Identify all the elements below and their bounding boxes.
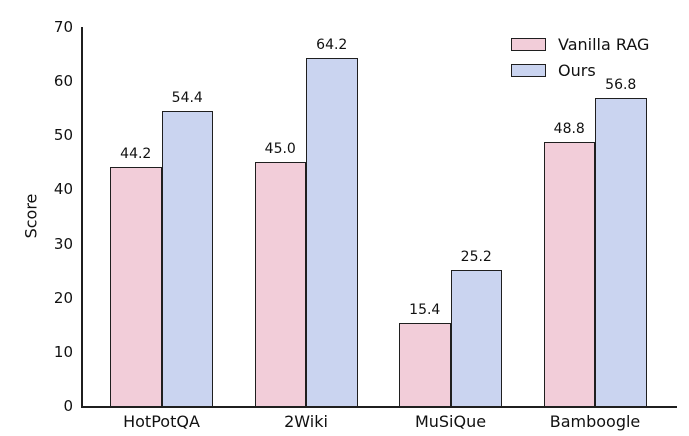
legend-swatch-ours: [511, 63, 546, 77]
legend-label-vanilla-rag: Vanilla RAG: [558, 34, 650, 54]
value-label-ours-musique: 25.2: [460, 248, 492, 265]
y-axis-title: Score: [21, 193, 41, 239]
x-tick-musique: MuSiQue: [414, 412, 487, 431]
bar-ours-hotpotqa: [161, 111, 213, 406]
legend-label-ours: Ours: [558, 60, 596, 80]
bar-vanilla-rag-bamboogle: [543, 141, 595, 406]
y-tick-40: 40: [53, 180, 73, 199]
bar-vanilla-rag-hotpotqa: [110, 166, 162, 406]
legend-item-ours: Ours: [511, 60, 649, 80]
plot-area: 44.2 54.4 45.0 64.2 15.4 25.2 48.8 56.8 0 10 20 30…: [54, 18, 677, 431]
x-tick-2wiki: 2Wiki: [284, 412, 328, 431]
legend-item-vanilla-rag: Vanilla RAG: [511, 34, 649, 54]
y-tick-20: 20: [53, 288, 73, 307]
legend: Vanilla RAG Ours: [511, 34, 649, 86]
x-axis-line: [81, 406, 677, 408]
value-label-vanilla-rag-2wiki: 45.0: [264, 141, 296, 158]
bar-ours-bamboogle: [595, 98, 647, 406]
bar-ours-2wiki: [306, 58, 358, 406]
y-axis-line: [81, 27, 83, 406]
value-label-ours-bamboogle: 56.8: [605, 77, 637, 94]
value-label-ours-2wiki: 64.2: [316, 37, 348, 54]
value-label-ours-hotpotqa: 54.4: [171, 90, 203, 107]
bar-vanilla-rag-2wiki: [254, 162, 306, 406]
y-tick-70: 70: [53, 18, 73, 36]
y-tick-30: 30: [53, 234, 73, 253]
value-label-vanilla-rag-bamboogle: 48.8: [553, 120, 585, 137]
bar-ours-musique: [450, 269, 502, 406]
x-tick-bamboogle: Bamboogle: [549, 412, 641, 431]
legend-swatch-vanilla-rag: [511, 37, 546, 51]
bar-vanilla-rag-musique: [399, 322, 451, 406]
y-tick-10: 10: [53, 342, 73, 361]
value-label-vanilla-rag-hotpotqa: 44.2: [120, 145, 152, 162]
value-label-vanilla-rag-musique: 15.4: [409, 301, 441, 318]
x-tick-hotpotqa: HotPotQA: [123, 412, 200, 431]
y-tick-50: 50: [53, 126, 73, 145]
y-tick-60: 60: [53, 72, 73, 91]
y-tick-0: 0: [63, 397, 73, 415]
